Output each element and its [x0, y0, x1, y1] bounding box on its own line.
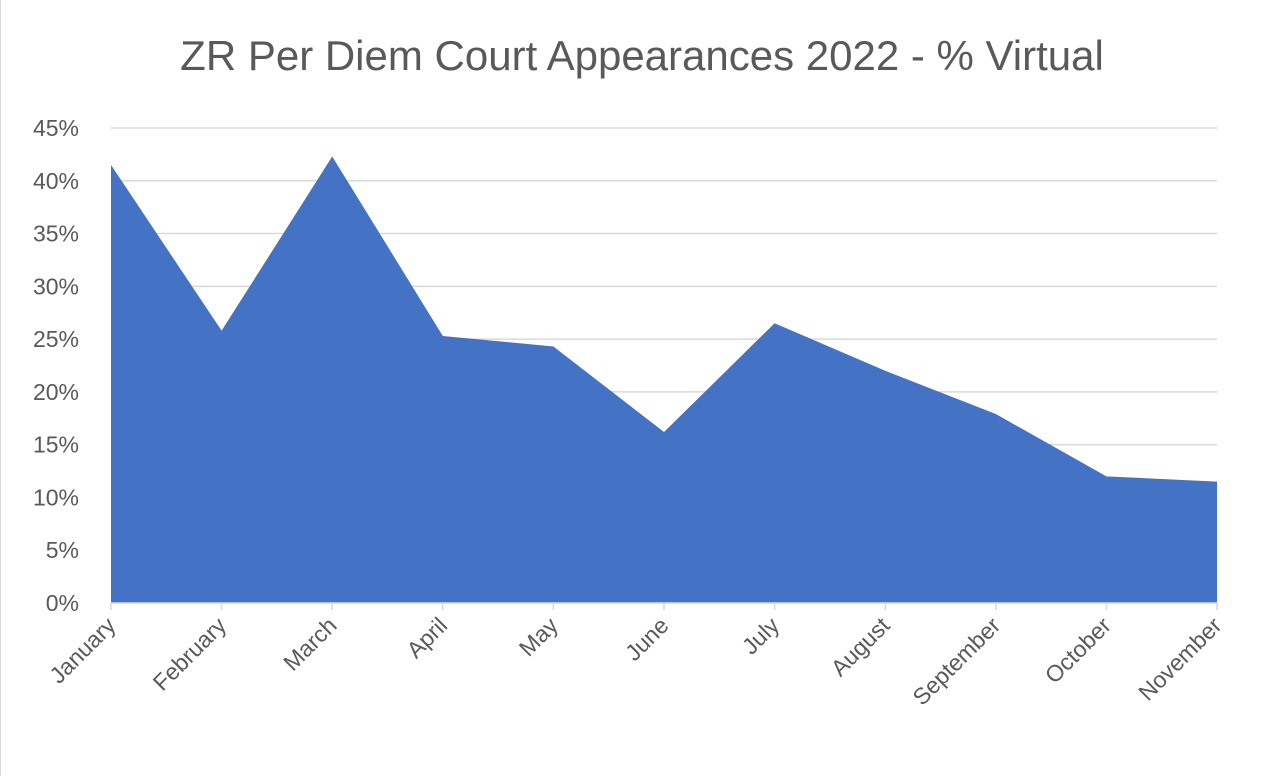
- y-tick-label: 5%: [46, 537, 79, 563]
- y-tick-label: 35%: [33, 221, 79, 247]
- y-tick-label: 0%: [46, 590, 79, 616]
- x-axis-labels: January February March April May June July Augu…: [44, 612, 1226, 710]
- y-tick-label: 25%: [33, 326, 79, 352]
- x-tick-label-february: February: [148, 612, 232, 696]
- x-tick-label-may: May: [514, 612, 563, 661]
- y-tick-label: 45%: [33, 115, 79, 141]
- x-axis: [110, 602, 1218, 610]
- x-tick-label-april: April: [401, 612, 452, 663]
- y-tick-label: 15%: [33, 432, 79, 458]
- x-tick-label-march: March: [278, 612, 342, 676]
- y-tick-label: 30%: [33, 273, 79, 299]
- y-tick-label: 20%: [33, 379, 79, 405]
- x-tick-label-october: October: [1040, 612, 1116, 688]
- x-tick-label-july: July: [737, 612, 785, 660]
- y-tick-label: 10%: [33, 484, 79, 510]
- area-series: [111, 156, 1217, 603]
- y-axis-labels: 0% 5% 10% 15% 20% 25% 30% 35% 40% 45%: [33, 115, 79, 616]
- chart-title: ZR Per Diem Court Appearances 2022 - % V…: [180, 32, 1104, 79]
- x-tick-label-november: November: [1133, 612, 1227, 706]
- x-tick-label-august: August: [826, 612, 895, 681]
- y-tick-label: 40%: [33, 168, 79, 194]
- x-tick-label-january: January: [44, 612, 121, 689]
- x-tick-label-june: June: [620, 612, 674, 666]
- area-fill: [111, 156, 1217, 603]
- x-tick-label-september: September: [907, 612, 1005, 710]
